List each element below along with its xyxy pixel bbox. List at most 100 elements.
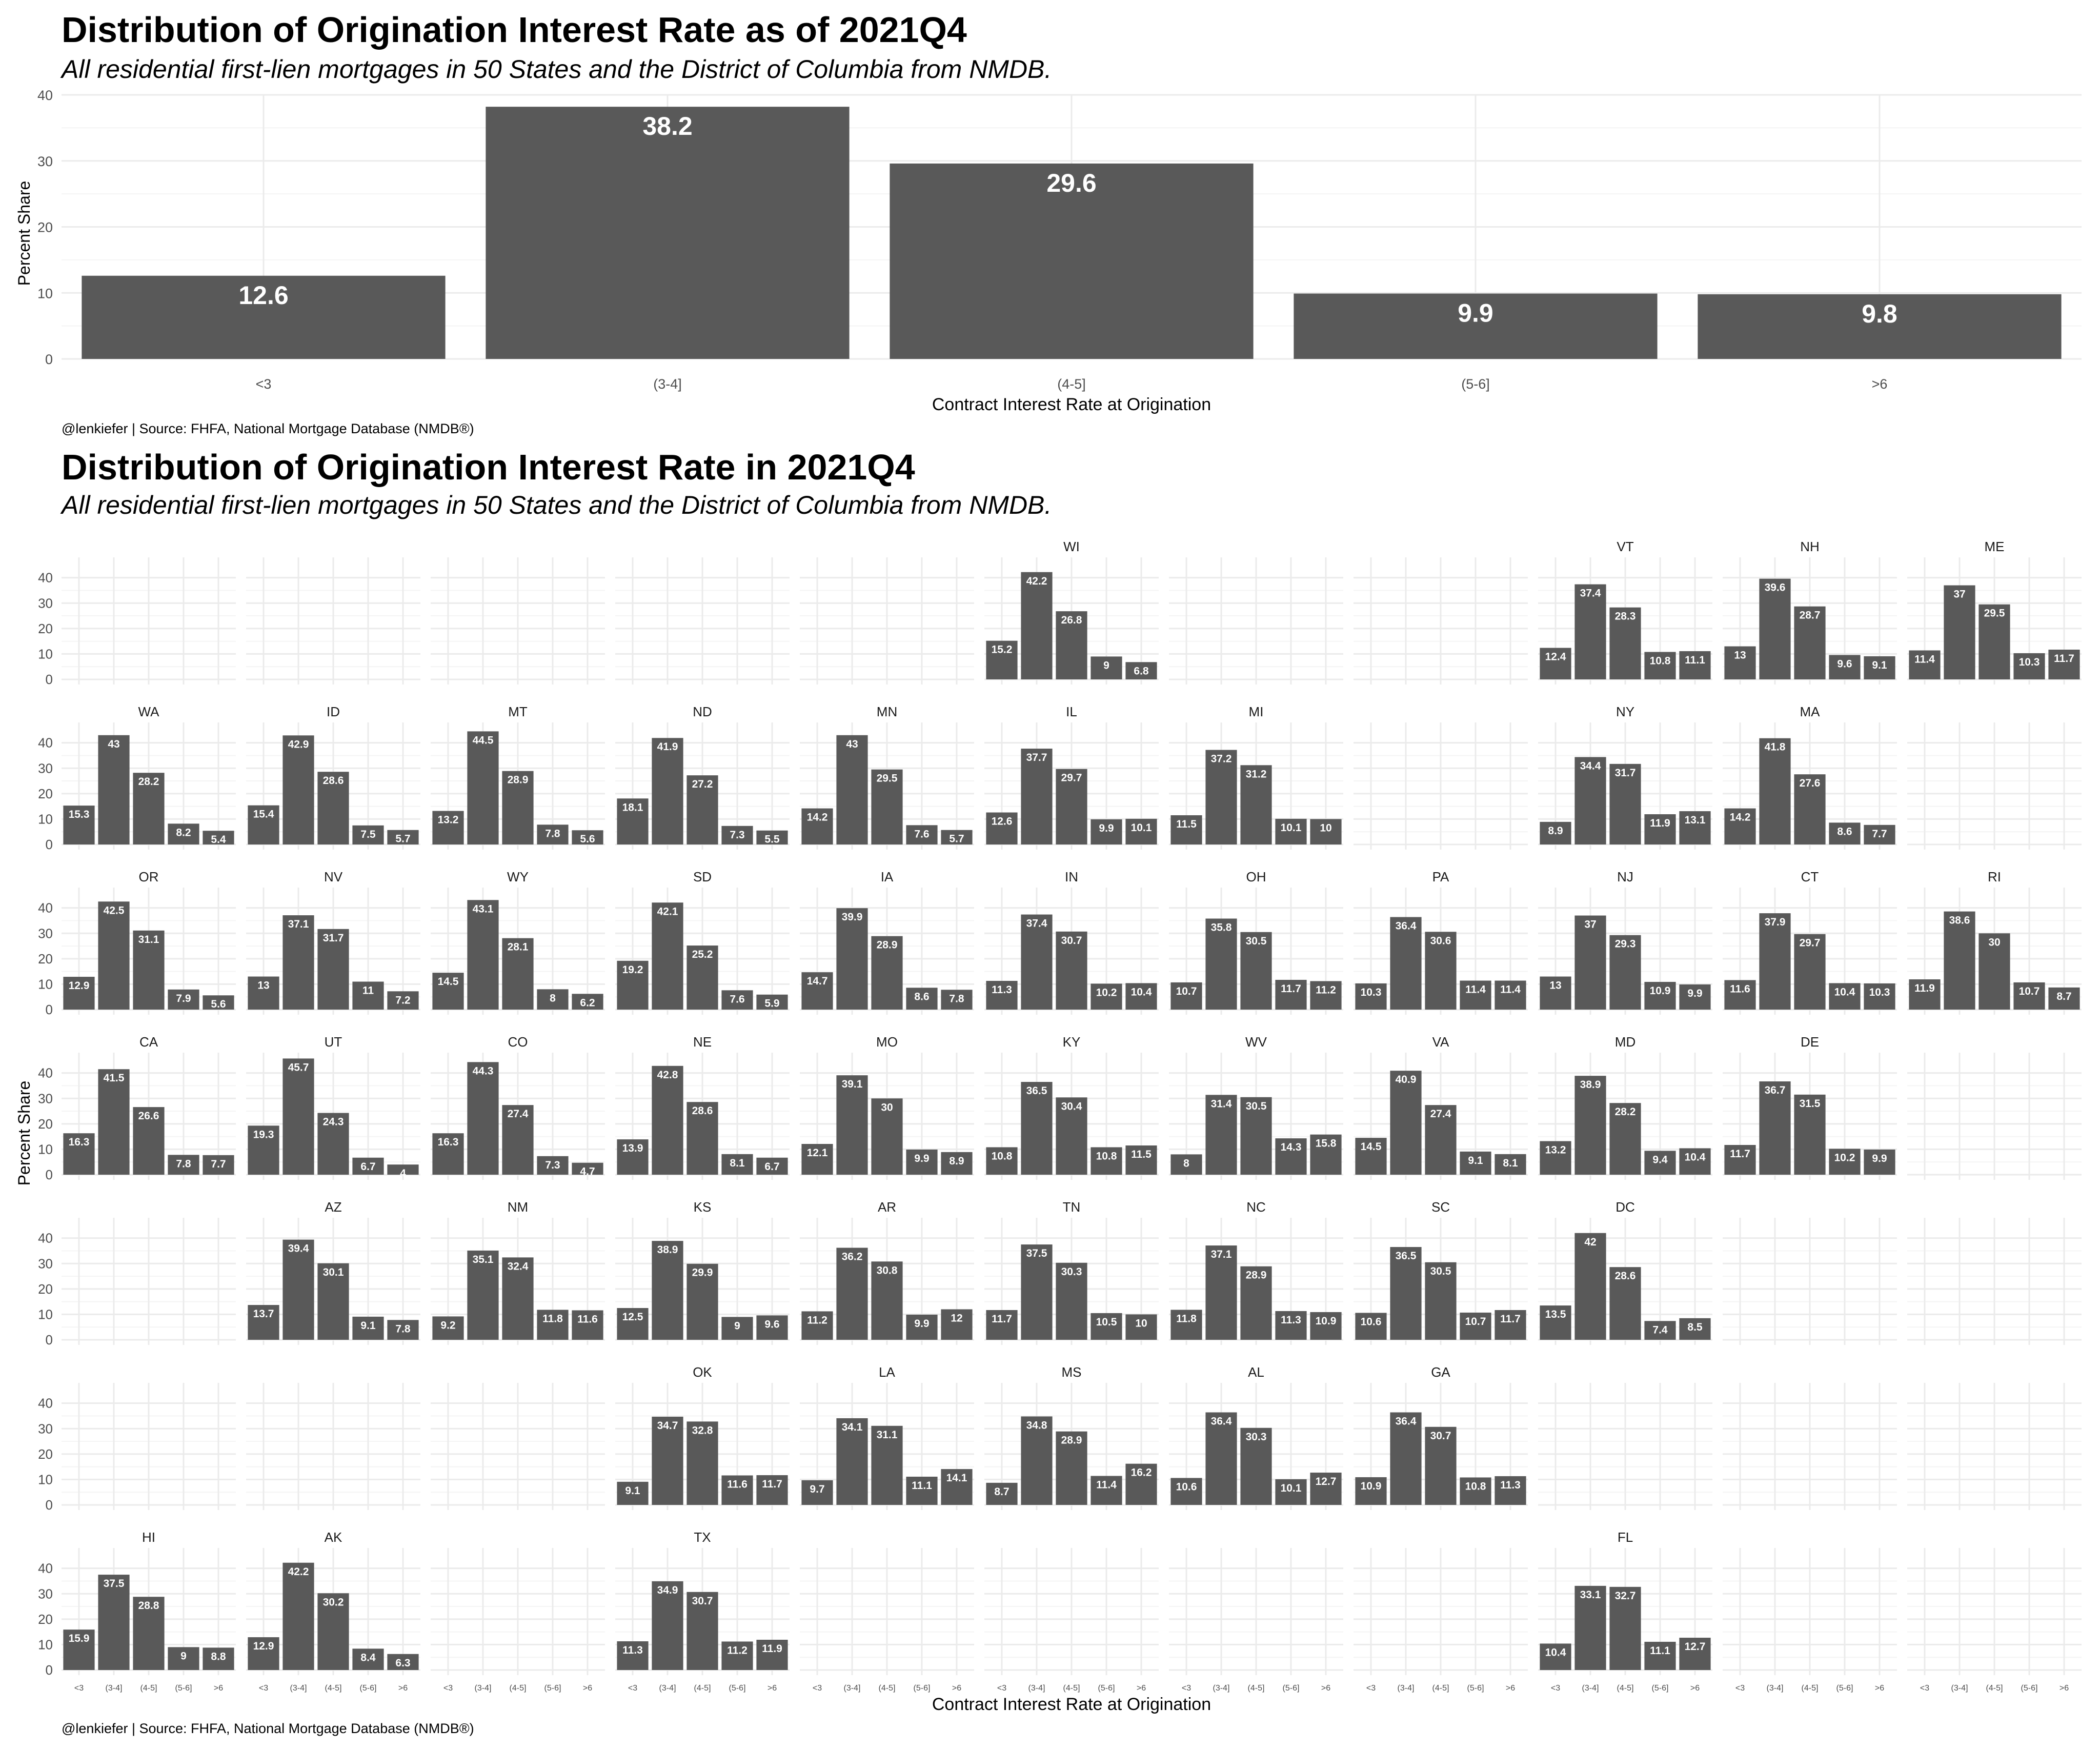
facet-bar: [467, 731, 499, 844]
facet-bar: [1091, 656, 1122, 679]
facet-bar-value-label: 10.3: [1869, 987, 1890, 998]
facet-bar: [2013, 653, 2045, 679]
top-y-tick-label: 10: [37, 286, 53, 301]
facet-x-tick-label: (5-6]: [729, 1684, 746, 1693]
facet-x-tick-label: (4-5]: [1802, 1684, 1819, 1693]
facet-bar: [1425, 1426, 1457, 1505]
facet-bar: [1205, 1095, 1237, 1175]
facet-panel-nm: NM 9.2 35.1 32.4 11.8 11.6: [431, 1199, 605, 1345]
facet-bar: [1310, 819, 1342, 844]
facet-bar: [1574, 915, 1606, 1010]
facet-panel-az: AZ 13.7 39.4 30.1 9.1 7.8: [246, 1199, 420, 1345]
bottom-chart-caption: @lenkiefer | Source: FHFA, National Mort…: [62, 1721, 474, 1736]
facet-bar: [1495, 980, 1526, 1010]
facet-bar: [168, 1647, 199, 1670]
facet-bar: [572, 1310, 603, 1340]
facet-bar: [537, 989, 569, 1010]
facet-bar: [1724, 980, 1756, 1010]
facet-bar: [352, 825, 384, 844]
facet-bar-value-label: 7.6: [914, 828, 929, 840]
facet-panel-me: ME 11.4 37 29.5 10.3 11.7: [1907, 539, 2082, 685]
facet-bar: [282, 1562, 314, 1670]
facet-y-tick-label: 20: [38, 1281, 53, 1297]
facet-bar: [906, 1314, 938, 1340]
facet-bar-value-label: 8.2: [176, 827, 191, 838]
facet-panel-empty: 0 10 20 30 40: [38, 1218, 236, 1347]
facet-bar: [1355, 1138, 1387, 1175]
bottom-y-axis-title: Percent Share: [15, 1081, 33, 1186]
facet-x-tick-label: (4-5]: [1617, 1684, 1634, 1693]
facet-bar: [1495, 1476, 1526, 1505]
facet-strip-label: PA: [1432, 869, 1449, 884]
facet-bar: [387, 1164, 419, 1175]
facet-panel-sc: SC 10.6 36.5 30.5 10.7 11.7: [1354, 1199, 1528, 1345]
facet-bar-value-label: 11.6: [727, 1478, 748, 1490]
facet-bar-value-label: 15.9: [69, 1633, 90, 1644]
facet-bar-value-label: 29.3: [1615, 938, 1636, 950]
facet-strip-label: CO: [508, 1034, 528, 1050]
facet-bar-value-label: 11.6: [577, 1313, 598, 1325]
facet-bar-value-label: 31.7: [323, 932, 344, 944]
facet-bar: [1056, 769, 1087, 844]
facet-x-tick-label: >6: [1506, 1684, 1515, 1693]
facet-bar-value-label: 30.7: [692, 1595, 713, 1607]
facet-bar: [63, 1630, 95, 1670]
facet-bar-value-label: 6.2: [580, 997, 595, 1009]
facet-panel-wv: WV 8 31.4 30.5 14.3 15.8: [1169, 1034, 1343, 1180]
facet-strip-label: NC: [1246, 1199, 1266, 1215]
facet-panel-empty: [1907, 722, 2082, 850]
top-x-tick-label: (3-4]: [653, 376, 682, 392]
facet-panel-fl: <3 (3-4] (4-5] (5-6] >6 FL 10.4 33.1 32.7 11.1 12.…: [1538, 1530, 1712, 1693]
facet-bar-value-label: 28.6: [1615, 1270, 1636, 1282]
top-bar: [1294, 293, 1658, 359]
facet-bar: [721, 1475, 753, 1505]
facet-bar: [248, 976, 279, 1010]
facet-bar-value-label: 37.9: [1765, 916, 1786, 928]
facet-bar-value-label: 9.2: [440, 1319, 455, 1331]
facet-bar-value-label: 7.8: [395, 1323, 411, 1335]
facet-bar: [1021, 1416, 1053, 1505]
facet-panel-ms: MS 8.7 34.8 28.9 11.4 16.2: [984, 1364, 1159, 1510]
facet-x-tick-label: >6: [2059, 1684, 2069, 1693]
facet-bar: [1425, 932, 1457, 1010]
facet-panel-hi: 0 10 20 30 40 <3 (3-4] (4-5] (5-6] >6 HI 15.9 37.5 28…: [38, 1530, 236, 1693]
facet-bar: [1240, 1266, 1272, 1340]
facet-strip-label: GA: [1431, 1364, 1450, 1380]
facet-bar: [836, 1248, 868, 1340]
facet-bar-value-label: 33.1: [1580, 1589, 1601, 1601]
facet-bar-value-label: 34.7: [657, 1420, 678, 1432]
facet-bar-value-label: 30.5: [1246, 935, 1267, 947]
facet-bar-value-label: 9.6: [1837, 658, 1852, 670]
facet-bar: [1724, 1144, 1756, 1175]
facet-panel-la: LA 9.7 34.1 31.1 11.1 14.1: [800, 1364, 974, 1510]
facet-bar-value-label: 28.9: [1061, 1435, 1082, 1446]
facet-bar-value-label: 13: [1734, 650, 1746, 661]
facet-bar-value-label: 37.5: [104, 1578, 125, 1590]
facet-x-tick-label: >6: [1690, 1684, 1700, 1693]
facet-strip-label: NM: [508, 1199, 528, 1215]
facet-strip-label: NH: [1800, 539, 1820, 554]
facet-bar-value-label: 10.4: [1545, 1646, 1566, 1658]
facet-bar-value-label: 10: [1320, 822, 1331, 834]
facet-panel-oh: OH 10.7 35.8 30.5 11.7 11.2: [1169, 869, 1343, 1015]
facet-bar: [756, 1639, 788, 1670]
facet-bar: [1056, 1262, 1087, 1340]
top-y-tick-label: 20: [37, 220, 53, 235]
facet-bar: [203, 995, 234, 1010]
facet-strip-label: MI: [1249, 704, 1264, 719]
facet-bar: [1425, 1262, 1457, 1340]
facet-bar-value-label: 30: [881, 1101, 893, 1113]
facet-bar-value-label: 10: [1135, 1317, 1147, 1329]
facet-bar-value-label: 41.8: [1765, 741, 1786, 753]
facet-bar: [986, 1147, 1018, 1175]
facet-bar: [387, 1320, 419, 1340]
facet-bar: [801, 1311, 833, 1340]
facet-x-tick-label: (4-5]: [1432, 1684, 1449, 1693]
facet-panel-pa: PA 10.3 36.4 30.6 11.4 11.4: [1354, 869, 1528, 1015]
facet-bar-value-label: 13.5: [1545, 1309, 1566, 1320]
facet-bar-value-label: 15.4: [253, 809, 274, 820]
facet-bar: [906, 1149, 938, 1175]
facet-bar: [1205, 1412, 1237, 1505]
facet-bar-value-label: 36.5: [1026, 1085, 1047, 1097]
facet-bar-value-label: 11.3: [1500, 1479, 1521, 1491]
